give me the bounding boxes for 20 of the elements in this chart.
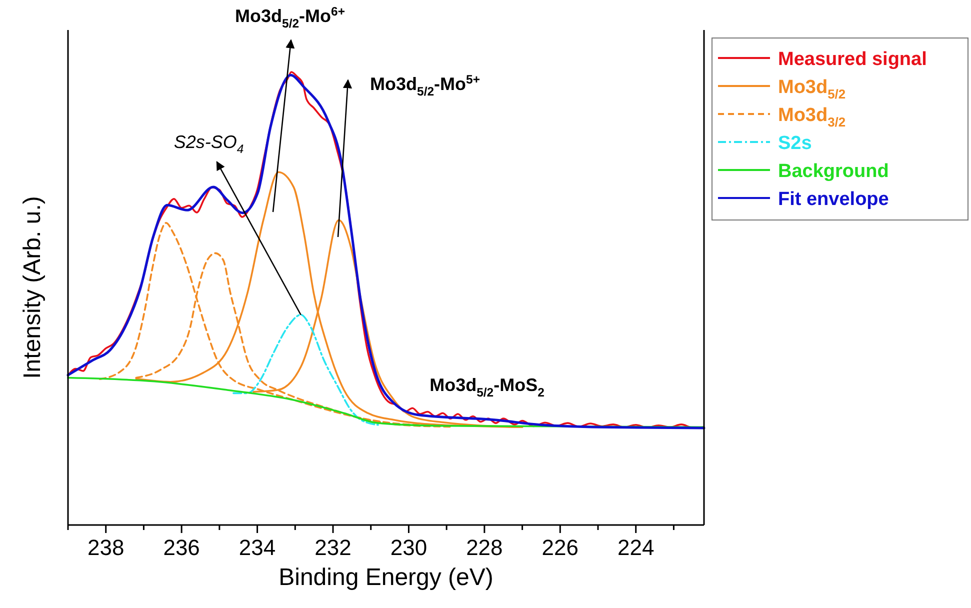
legend-label: Background <box>778 161 889 182</box>
x-tick-label: 234 <box>238 535 276 560</box>
legend-label: Fit envelope <box>778 189 889 210</box>
annotation: S2s-SO$_{4}$ <box>174 132 244 156</box>
x-tick-label: 236 <box>163 535 200 560</box>
legend-label: Mo3d$_{3/2}$ <box>778 105 846 130</box>
x-tick-label: 238 <box>88 535 124 560</box>
text: Mo3d$_{5/2}$-Mo$^{6+}$ <box>235 4 345 30</box>
legend-label: Mo3d$_{5/2}$ <box>778 77 846 102</box>
y-axis-title: Intensity (Arb. u.) <box>19 196 46 379</box>
x-tick-label: 230 <box>390 535 428 560</box>
legend-label: S2s <box>778 133 812 154</box>
x-tick-label: 226 <box>542 535 578 560</box>
annotation: Mo3d$_{5/2}$-MoS$_{2}$ <box>430 375 545 400</box>
x-tick-label: 224 <box>618 535 654 560</box>
x-tick-label: 232 <box>314 535 352 560</box>
legend-label: Measured signal <box>778 49 927 70</box>
x-tick-label: 228 <box>466 535 503 560</box>
x-axis-title: Binding Energy (eV) <box>278 564 494 591</box>
annotation: Mo3d$_{5/2}$-Mo$^{5+}$ <box>370 72 480 98</box>
